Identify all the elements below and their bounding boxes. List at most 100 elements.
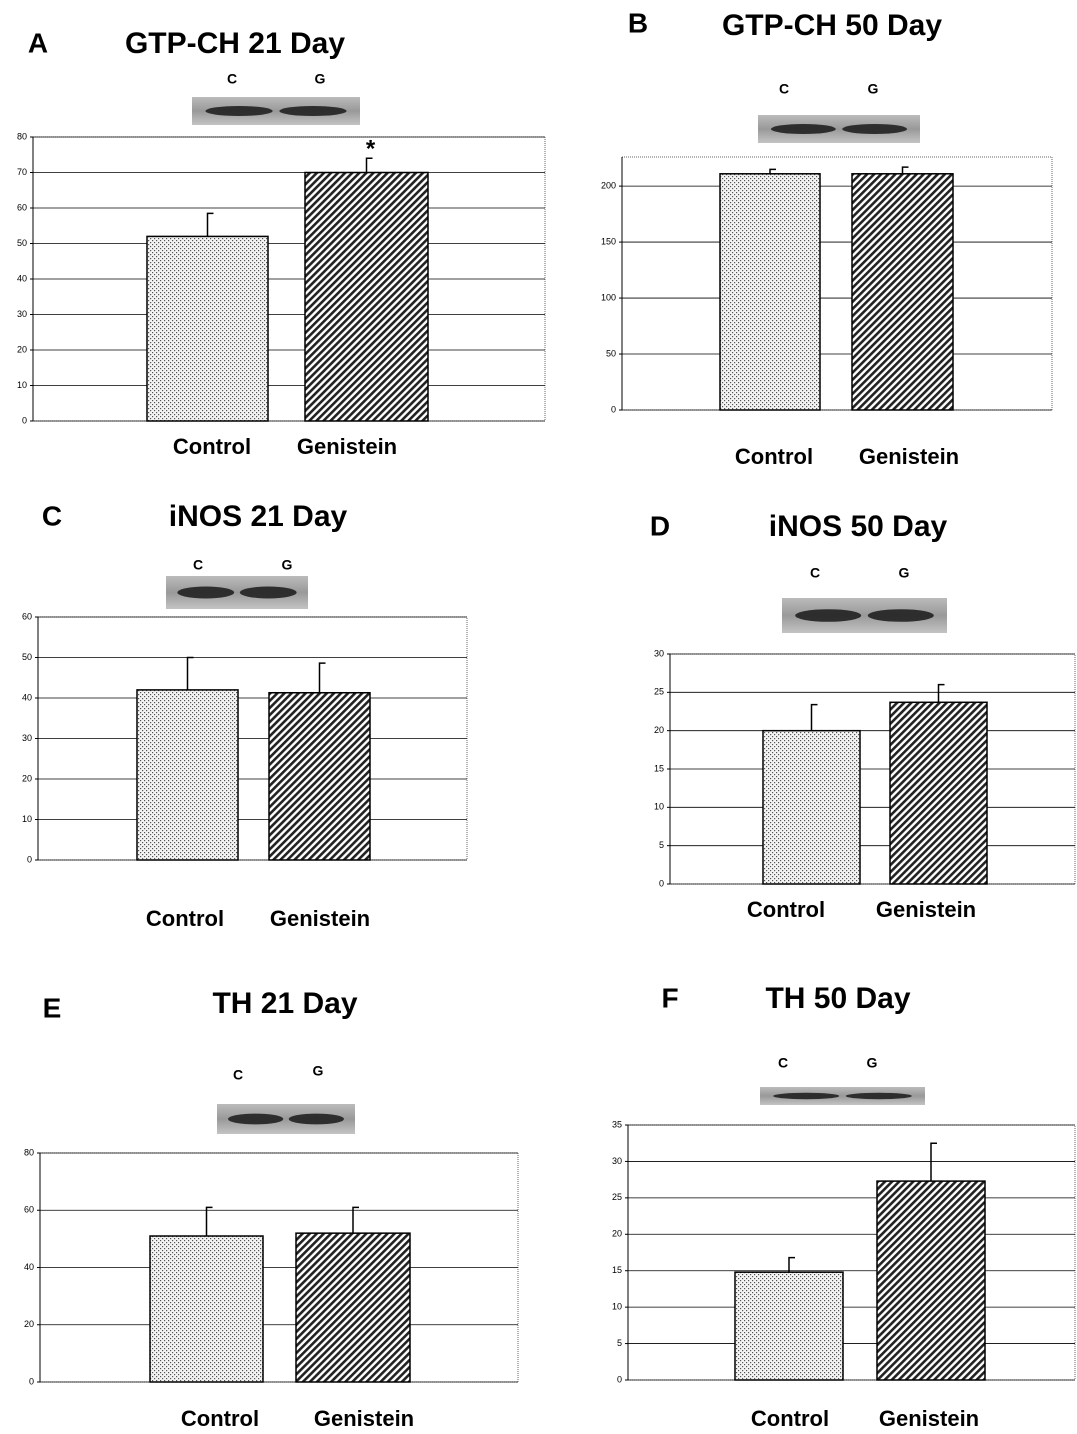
bar <box>734 1271 844 1381</box>
blot-band <box>279 105 347 117</box>
y-tick-label: 30 <box>612 1156 622 1166</box>
blot-label: C <box>779 81 789 97</box>
chart-title: TH 50 Day <box>765 982 910 1015</box>
y-tick-label: 0 <box>611 404 616 414</box>
blot <box>760 1087 925 1105</box>
y-tick-label: 0 <box>22 415 27 425</box>
error-bar <box>186 656 194 690</box>
y-tick-label: 100 <box>601 292 616 302</box>
y-tick-label: 70 <box>17 167 27 177</box>
error-bar <box>901 166 909 174</box>
x-tick-label: Control <box>735 444 813 469</box>
y-tick-label: 40 <box>24 1262 34 1272</box>
panel-letter: A <box>28 27 48 58</box>
x-tick-label: Genistein <box>270 906 370 931</box>
x-tick-label: Genistein <box>297 434 397 459</box>
panel-letter: B <box>628 7 648 38</box>
blot-band <box>228 1113 284 1125</box>
chart-title: GTP-CH 50 Day <box>722 9 942 42</box>
blot-label: G <box>313 1063 324 1079</box>
bar <box>876 1180 986 1381</box>
y-tick-label: 15 <box>612 1265 622 1275</box>
blot-label: C <box>227 71 237 87</box>
y-tick-label: 40 <box>17 273 27 283</box>
bar <box>719 173 821 411</box>
y-tick-label: 0 <box>659 878 664 888</box>
y-tick-label: 0 <box>29 1376 34 1386</box>
blot-label: G <box>315 71 326 87</box>
y-tick-label: 15 <box>654 763 664 773</box>
bar <box>268 691 371 861</box>
blot-band <box>773 1092 840 1100</box>
y-tick-label: 50 <box>606 348 616 358</box>
x-tick-label: Genistein <box>879 1406 979 1431</box>
annotation: * <box>366 136 376 163</box>
x-tick-label: Control <box>173 434 251 459</box>
error-bar <box>318 662 326 693</box>
blot-label: C <box>233 1067 243 1083</box>
error-bar <box>810 703 818 731</box>
panel-letter: F <box>661 982 678 1013</box>
x-tick-label: Control <box>747 897 825 922</box>
y-tick-label: 30 <box>22 733 32 743</box>
bar <box>149 1235 264 1383</box>
blot-label: G <box>868 81 879 97</box>
x-tick-label: Control <box>146 906 224 931</box>
y-tick-label: 50 <box>22 652 32 662</box>
bar <box>295 1232 411 1383</box>
y-tick-label: 20 <box>612 1229 622 1239</box>
panel-letter: E <box>43 992 62 1023</box>
y-tick-label: 0 <box>27 854 32 864</box>
y-tick-label: 10 <box>17 380 27 390</box>
y-tick-label: 20 <box>17 344 27 354</box>
error-bar <box>365 157 373 173</box>
blot-band <box>239 586 297 599</box>
bar <box>304 171 429 422</box>
blot-label: C <box>193 557 203 573</box>
chart-title: GTP-CH 21 Day <box>125 27 345 60</box>
y-tick-label: 10 <box>612 1302 622 1312</box>
y-tick-label: 60 <box>22 611 32 621</box>
bar <box>851 173 954 411</box>
blot-band <box>177 586 235 599</box>
y-tick-label: 150 <box>601 236 616 246</box>
plot-area <box>627 1124 1076 1381</box>
y-tick-label: 60 <box>24 1205 34 1215</box>
y-tick-label: 80 <box>17 131 27 141</box>
x-tick-label: Genistein <box>876 897 976 922</box>
chart-title: TH 21 Day <box>212 987 357 1020</box>
y-tick-label: 25 <box>654 687 664 697</box>
bar <box>136 689 239 861</box>
blot-band <box>845 1092 912 1100</box>
error-bar <box>205 1206 213 1237</box>
error-bar <box>788 1256 795 1273</box>
y-tick-label: 0 <box>617 1374 622 1384</box>
y-tick-label: 10 <box>22 814 32 824</box>
bar <box>889 701 988 885</box>
y-tick-label: 25 <box>612 1192 622 1202</box>
y-tick-label: 35 <box>612 1119 622 1129</box>
x-tick-label: Genistein <box>859 444 959 469</box>
blot-band <box>795 609 862 622</box>
plot-area <box>621 156 1053 411</box>
y-tick-label: 200 <box>601 180 616 190</box>
y-tick-label: 40 <box>22 692 32 702</box>
y-tick-label: 30 <box>654 648 664 658</box>
blot-band <box>205 105 273 117</box>
y-tick-label: 20 <box>22 773 32 783</box>
x-tick-label: Control <box>751 1406 829 1431</box>
error-bar <box>206 212 214 237</box>
blot-band <box>842 123 908 135</box>
y-tick-label: 80 <box>24 1147 34 1157</box>
error-bar <box>352 1206 359 1234</box>
blot-band <box>288 1113 344 1125</box>
blot-label: G <box>899 565 910 581</box>
y-tick-label: 5 <box>617 1338 622 1348</box>
y-tick-label: 20 <box>654 725 664 735</box>
chart-title: iNOS 50 Day <box>769 510 948 543</box>
x-tick-label: Control <box>181 1406 259 1431</box>
y-tick-label: 10 <box>654 802 664 812</box>
blot-label: G <box>867 1055 878 1071</box>
y-tick-label: 30 <box>17 309 27 319</box>
